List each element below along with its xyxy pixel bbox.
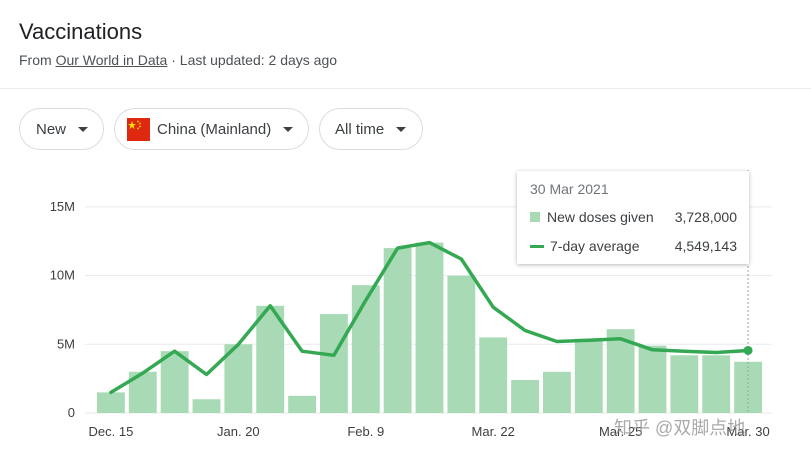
tooltip-date: 30 Mar 2021 bbox=[530, 181, 609, 197]
tooltip-average-value: 4,549,143 bbox=[674, 238, 737, 254]
source-prefix: From bbox=[19, 52, 52, 68]
tooltip-average-row: 7-day average 4,549,143 bbox=[530, 238, 737, 254]
bar bbox=[670, 355, 699, 413]
chevron-down-icon bbox=[78, 126, 89, 132]
x-tick-label: Dec. 15 bbox=[89, 424, 134, 439]
average-line bbox=[109, 240, 750, 395]
watermark: 知乎 @双脚点地 bbox=[614, 418, 746, 438]
country-label: China (Mainland) bbox=[157, 120, 272, 138]
tooltip-doses-value: 3,728,000 bbox=[674, 209, 737, 225]
y-tick-label: 5M bbox=[57, 336, 75, 351]
bar bbox=[288, 395, 316, 413]
y-axis-ticks: 0 5M 10M 15M bbox=[50, 199, 75, 420]
bar bbox=[320, 314, 348, 413]
bar bbox=[543, 371, 571, 413]
header-divider bbox=[0, 88, 811, 89]
bar bbox=[97, 392, 125, 413]
bar bbox=[479, 337, 508, 413]
x-tick-label: Jan. 20 bbox=[217, 424, 260, 439]
last-updated: · Last updated: 2 days ago bbox=[171, 52, 338, 68]
country-dropdown[interactable]: China (Mainland) bbox=[114, 108, 309, 150]
line-legend-swatch bbox=[530, 244, 544, 248]
x-axis-ticks: Dec. 15 Jan. 20 Feb. 9 Mar. 22 Mar. 25 Mar. 3… bbox=[89, 424, 770, 439]
hover-point bbox=[743, 345, 753, 355]
bar bbox=[447, 275, 476, 413]
y-tick-label: 10M bbox=[50, 268, 75, 283]
x-tick-label: Feb. 9 bbox=[347, 424, 384, 439]
bars bbox=[97, 242, 762, 413]
time-range-label: All time bbox=[335, 120, 385, 138]
tooltip-doses-row: New doses given 3,728,000 bbox=[530, 209, 737, 225]
y-tick-label: 0 bbox=[68, 405, 75, 420]
bar bbox=[702, 355, 731, 413]
bar bbox=[383, 248, 412, 413]
bar bbox=[638, 345, 667, 413]
bar bbox=[351, 285, 380, 413]
chevron-down-icon bbox=[283, 126, 294, 132]
bar bbox=[415, 242, 444, 413]
tooltip-doses-label: New doses given bbox=[547, 209, 654, 225]
source-line: From Our World in Data · Last updated: 2… bbox=[19, 52, 337, 68]
x-tick-label: Mar. 22 bbox=[472, 424, 515, 439]
time-range-dropdown[interactable]: All time bbox=[319, 108, 423, 150]
x-tick-label: Mar. 25 bbox=[599, 424, 642, 439]
tooltip-average-label: 7-day average bbox=[550, 238, 640, 254]
y-tick-label: 15M bbox=[50, 199, 75, 214]
metric-label: New bbox=[36, 120, 67, 138]
chevron-down-icon bbox=[396, 126, 407, 132]
bar bbox=[224, 344, 253, 413]
bar-legend-swatch bbox=[530, 212, 540, 222]
vaccination-chart[interactable]: 0 5M 10M 15M Dec. 15 Jan. 20 Feb. 9 Mar. 22 Mar… bbox=[0, 160, 811, 458]
bar bbox=[256, 305, 285, 413]
bar bbox=[574, 338, 603, 413]
china-flag-icon bbox=[127, 117, 150, 141]
bar bbox=[511, 380, 539, 413]
page-title: Vaccinations bbox=[19, 19, 143, 44]
bar bbox=[192, 399, 221, 413]
chart-tooltip: 30 Mar 2021 New doses given 3,728,000 7-… bbox=[517, 171, 749, 264]
bar bbox=[160, 351, 189, 413]
x-tick-label: Mar. 30 bbox=[726, 424, 769, 439]
metric-dropdown[interactable]: New bbox=[19, 108, 104, 150]
source-link[interactable]: Our World in Data bbox=[55, 52, 168, 68]
